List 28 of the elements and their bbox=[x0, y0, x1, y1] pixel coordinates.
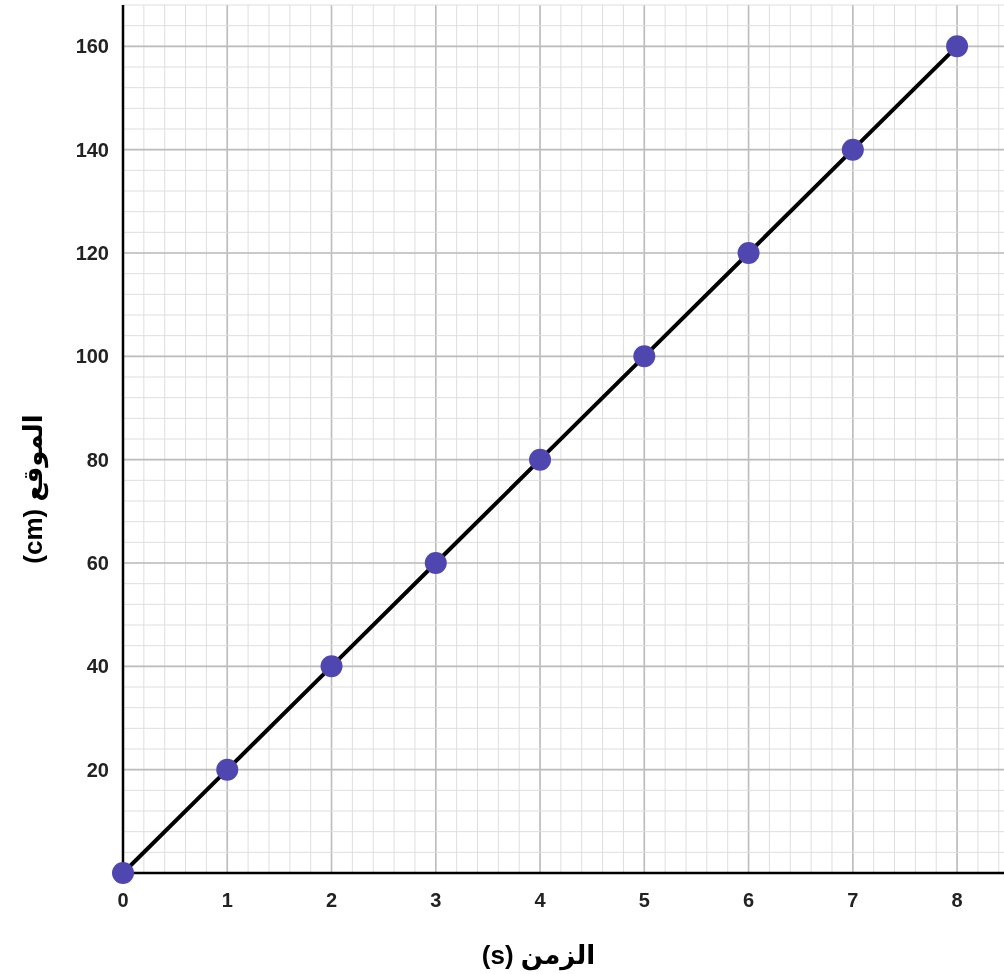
point bbox=[841, 138, 864, 161]
y-tick-label: 80 bbox=[86, 448, 109, 471]
point bbox=[737, 242, 760, 264]
point bbox=[112, 862, 134, 884]
x-tick-label: 5 bbox=[638, 889, 650, 911]
x-tick-label: 4 bbox=[534, 889, 547, 911]
y-tick-label: 140 bbox=[75, 138, 109, 161]
point bbox=[633, 345, 656, 368]
x-tick-label: 6 bbox=[743, 889, 755, 911]
y-tick-label: 60 bbox=[86, 552, 109, 574]
x-axis-title: الزمن (s) bbox=[481, 940, 596, 971]
x-tick-label: 3 bbox=[430, 889, 442, 911]
y-tick-label: 120 bbox=[75, 242, 109, 264]
y-tick-label: 40 bbox=[86, 655, 109, 678]
x-tick-label: 1 bbox=[221, 889, 233, 911]
y-tick-label: 160 bbox=[75, 35, 109, 58]
y-tick-label: 20 bbox=[86, 758, 109, 781]
x-tick-label: 0 bbox=[117, 889, 129, 911]
point bbox=[216, 758, 239, 781]
point bbox=[320, 655, 343, 678]
y-axis-title: الموقع (cm) bbox=[18, 414, 49, 564]
point bbox=[946, 35, 969, 58]
x-tick-label: 7 bbox=[847, 889, 859, 911]
point bbox=[424, 552, 447, 574]
x-tick-label: 2 bbox=[325, 889, 338, 911]
y-tick-label: 100 bbox=[75, 345, 109, 368]
point bbox=[529, 448, 552, 471]
x-tick-label: 8 bbox=[951, 889, 963, 911]
